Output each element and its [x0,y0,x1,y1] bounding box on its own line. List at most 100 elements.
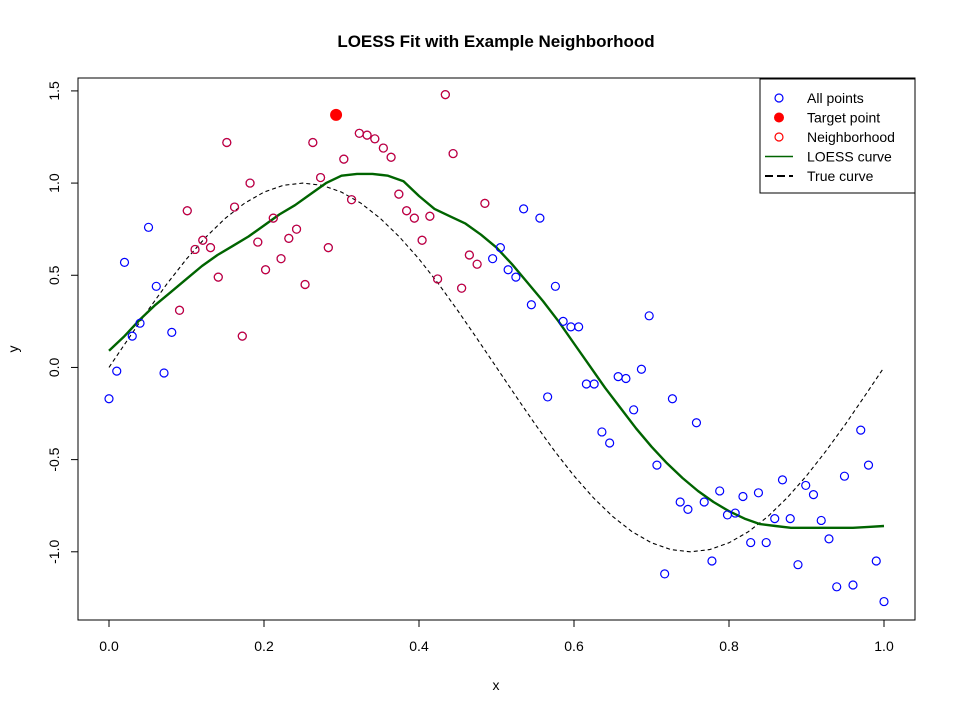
x-tick-label: 0.6 [564,638,584,654]
neighborhood-point [198,235,208,245]
y-axis: -1.0 -0.5 0.0 0.5 1.0 1.5 [46,81,79,564]
data-point [104,394,114,404]
neighborhood-point [417,235,427,245]
x-tick-label: 0.8 [719,638,739,654]
neighborhood-point [402,206,412,216]
data-point [730,508,740,518]
data-point [793,560,803,570]
legend-label: Neighborhood [807,129,895,145]
y-axis-label: y [5,346,21,353]
data-point [526,300,536,310]
target-point [330,108,343,121]
neighborhood-point [433,274,443,284]
data-point [856,425,866,435]
y-tick-label: 1.0 [46,173,62,193]
data-point [738,491,748,502]
data-point [667,394,678,404]
points-layer [104,204,889,607]
y-tick-label: -0.5 [46,447,62,471]
legend-symbol-open-circle [774,93,784,103]
data-point [715,486,725,496]
data-point [574,322,584,332]
legend-symbol-filled-circle [774,112,784,123]
true-curve-layer [108,182,885,553]
neighborhood-point [253,237,263,247]
data-point [839,471,850,481]
neighborhood-point [362,130,372,140]
x-axis-label: x [493,677,500,693]
neighborhood-point [448,148,458,159]
neighborhood-point [190,244,200,255]
neighborhood-point [440,89,450,100]
data-point [488,254,498,264]
data-point [675,497,685,507]
x-tick-label: 0.2 [254,638,274,654]
neighborhood-point [354,128,364,138]
neighborhood-point [276,254,286,264]
neighborhood-point [237,331,247,341]
data-point [699,497,709,507]
data-point [636,364,647,374]
y-tick-label: 0.5 [46,265,62,285]
x-tick-label: 1.0 [874,638,894,654]
data-point [652,460,662,470]
legend-label: All points [807,90,864,106]
data-point [127,331,137,341]
data-point [550,281,561,291]
data-point [621,373,631,384]
data-point [761,537,771,548]
data-point [683,504,693,514]
neighborhood-point [480,198,490,208]
neighborhood-point [174,305,185,315]
legend: All points Target point Neighborhood LOESS … [759,78,916,194]
data-point [503,265,513,275]
loess-curve-line [108,172,885,529]
true-curve-line [108,182,885,553]
plot-area [104,89,889,607]
neighborhood-point [472,259,482,269]
data-point [707,556,717,566]
neighborhood-point [308,137,318,148]
neighborhood-point [346,195,357,205]
data-point [151,281,161,291]
data-point [808,490,819,500]
neighborhood-point [370,134,380,144]
data-point [770,514,780,524]
data-point [143,222,154,232]
neighborhood-point [378,143,388,153]
data-point [879,596,889,607]
x-tick-label: 0.0 [99,638,119,654]
legend-label: True curve [807,168,874,184]
neighborhood-point [291,224,302,234]
neighborhood-point [268,213,278,223]
neighborhood-point [182,206,192,216]
data-point [863,460,874,470]
neighborhood-point [394,189,404,199]
data-point [581,379,592,389]
neighborhood-point [229,202,240,212]
data-point [753,488,764,498]
data-point [543,392,553,402]
data-point [746,537,756,548]
data-point [832,582,842,592]
legend-symbol-open-circle [774,132,784,142]
data-point [629,405,639,415]
data-point [112,366,122,376]
target-layer [330,108,343,121]
data-point [605,438,615,448]
data-point [613,372,623,382]
data-point [777,475,788,485]
chart-title: LOESS Fit with Example Neighborhood [337,32,654,51]
data-point [801,480,811,491]
data-point [691,418,702,428]
data-point [816,515,826,526]
neighborhood-point [425,211,435,221]
neighborhood-point [323,243,333,253]
data-point [119,257,130,267]
data-point [159,368,169,378]
data-point [644,311,654,321]
data-point [848,580,858,590]
neighborhood-point [339,154,349,164]
legend-box [759,78,916,194]
